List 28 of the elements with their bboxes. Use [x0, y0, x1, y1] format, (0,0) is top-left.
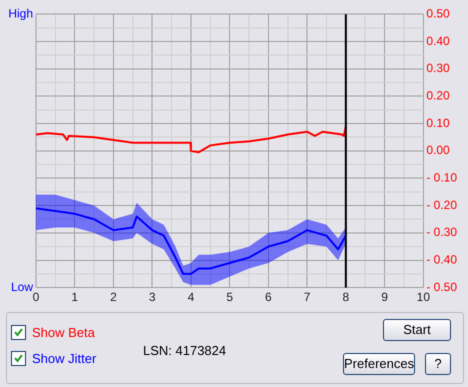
x-tick-label: 4: [188, 290, 195, 304]
text: High: [8, 6, 33, 21]
y2-tick-label: 0.40: [426, 34, 450, 48]
text: Show Beta: [32, 325, 95, 340]
x-tick-label: 2: [110, 290, 118, 304]
x-tick-label: 8: [342, 290, 350, 304]
text: Show Jitter: [32, 351, 96, 366]
text: Low: [10, 280, 34, 294]
x-tick-label: 1: [71, 290, 78, 304]
x-tick-label: 0: [32, 290, 40, 304]
button: ?: [425, 353, 451, 375]
x-tick-label: 6: [265, 290, 272, 304]
x-tick-label: 9: [381, 290, 388, 304]
y2-tick-label: 0.20: [426, 88, 450, 103]
x-tick-label: 7: [304, 290, 311, 304]
y2-tick-label: 0.10: [426, 116, 450, 130]
button: Start: [383, 319, 451, 341]
x-tick-label: 5: [226, 290, 234, 304]
button: Preferences: [343, 353, 415, 375]
y2-tick-label: 0.00: [426, 143, 450, 158]
text: LSN: 4173824: [143, 343, 226, 358]
y2-tick-label: - 0.30: [426, 225, 458, 240]
y2-tick-label: 0.30: [426, 61, 450, 76]
y2-tick-label: - 0.10: [426, 170, 458, 185]
y2-tick-label: 0.50: [426, 6, 450, 21]
y2-tick-label: - 0.40: [426, 252, 458, 267]
x-tick-label: 3: [148, 290, 156, 304]
y2-tick-label: - 0.20: [426, 198, 458, 212]
